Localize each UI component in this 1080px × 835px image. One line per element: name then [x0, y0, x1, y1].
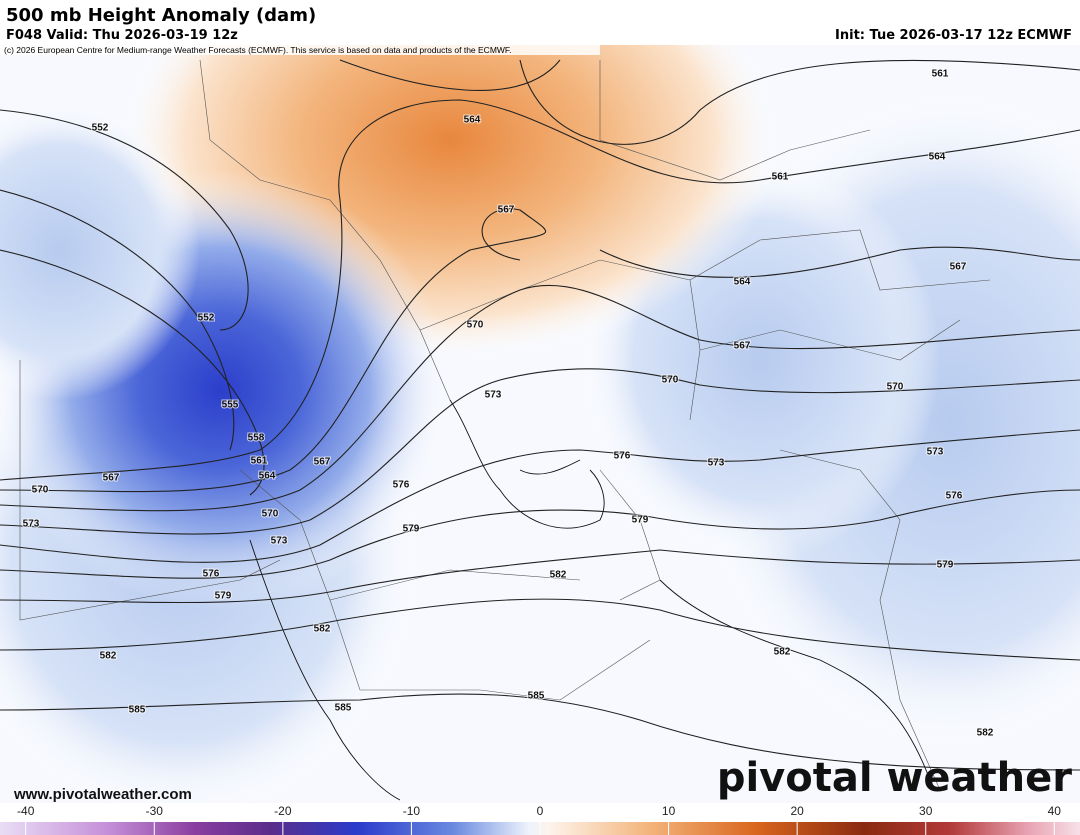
colorbar-tick-label: 20: [790, 804, 804, 818]
contour-label: 567: [103, 473, 120, 484]
contour-label: 576: [203, 569, 220, 580]
contour-label: 576: [614, 451, 631, 462]
contour-label: 561: [772, 172, 789, 183]
contour-labels: 552 564 561 564 561 567 567 564 552 570 567 570 570 5…: [22, 68, 995, 740]
contour-label: 564: [464, 115, 481, 126]
contour-label: 573: [271, 536, 288, 547]
colorbar-tick-label: -30: [146, 804, 164, 818]
site-url[interactable]: www.pivotalweather.com: [13, 786, 192, 803]
contour-label: 567: [498, 205, 515, 216]
contour-label: 573: [23, 519, 40, 530]
contour-label: 579: [215, 591, 232, 602]
colorbar-tick-label: -20: [274, 804, 292, 818]
colorbar-tick-label: -10: [403, 804, 421, 818]
colorbar-ticks: -40 -30 -20 -10 0 10 20 30 40: [17, 804, 1061, 835]
contour-label: 552: [92, 123, 109, 134]
contour-label: 585: [129, 705, 146, 716]
contour-label: 561: [932, 69, 949, 80]
credit: (c) 2026 European Centre for Medium-rang…: [4, 45, 512, 55]
contour-label: 552: [198, 313, 215, 324]
contour-label: 570: [887, 382, 904, 393]
contour-label: 564: [734, 277, 751, 288]
init-time: Init: Tue 2026-03-17 12z ECMWF: [835, 28, 1072, 43]
contour-label: 570: [467, 320, 484, 331]
contour-label: 579: [937, 560, 954, 571]
contour-label: 585: [335, 703, 352, 714]
contour-label: 570: [262, 509, 279, 520]
colorbar-tick-label: 40: [1048, 804, 1062, 818]
valid-time: F048 Valid: Thu 2026-03-19 12z: [6, 28, 238, 43]
colorbar-tick-label: 30: [919, 804, 933, 818]
contour-label: 585: [528, 691, 545, 702]
credit-background: [0, 44, 600, 55]
contour-label: 570: [662, 375, 679, 386]
contour-label: 576: [946, 491, 963, 502]
contour-label: 564: [929, 152, 946, 163]
contour-label: 573: [927, 447, 944, 458]
contour-label: 582: [550, 570, 567, 581]
contour-label: 564: [259, 471, 276, 482]
title: 500 mb Height Anomaly (dam): [6, 5, 316, 26]
contour-label: 579: [632, 515, 649, 526]
contour-label: 567: [950, 262, 967, 273]
contour-label: 558: [248, 433, 265, 444]
contour-label: 582: [977, 728, 994, 739]
logo: pivotal weather: [717, 755, 1072, 801]
contour-label: 582: [100, 651, 117, 662]
contour-label: 567: [734, 341, 751, 352]
contour-label: 555: [222, 400, 239, 411]
contour-label: 570: [32, 485, 49, 496]
colorbar-tick-label: -40: [17, 804, 35, 818]
colorbar-tick-label: 10: [662, 804, 676, 818]
contour-label: 561: [251, 456, 268, 467]
colorbar-tick-label: 0: [537, 804, 544, 818]
anomaly-shading: [0, 100, 200, 400]
contour-label: 579: [403, 524, 420, 535]
contour-label: 567: [314, 457, 331, 468]
contour-label: 582: [314, 624, 331, 635]
contour-label: 576: [393, 480, 410, 491]
contour-label: 573: [485, 390, 502, 401]
contour-label: 582: [774, 647, 791, 658]
contour-label: 573: [708, 458, 725, 469]
